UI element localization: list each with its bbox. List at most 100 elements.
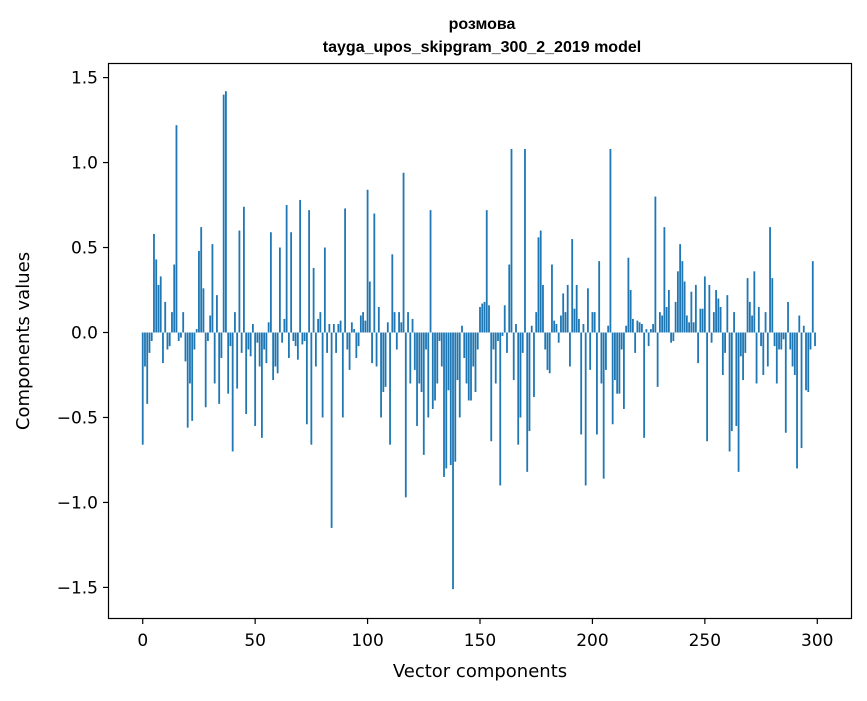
bar [364,320,367,333]
bar [229,332,232,347]
bar [551,264,553,333]
bar [467,332,470,401]
bar [724,332,726,353]
bar [672,332,675,341]
bar [395,332,398,350]
bar [708,284,711,333]
bar [402,172,405,333]
bars-group [141,91,816,590]
bar [407,312,409,333]
bar [458,332,461,418]
bar [587,288,589,333]
bar [598,261,601,333]
bar [683,281,686,333]
bar [494,332,497,384]
bar [292,332,295,341]
bar [501,332,504,336]
bar [195,329,198,333]
bar [503,305,506,333]
bar [728,332,731,452]
bar [569,332,571,367]
bar [431,332,434,409]
bar [326,332,328,353]
y-axis-label: Components values [13,252,34,430]
bar [310,332,313,445]
bar [146,332,149,404]
bar [602,332,605,479]
bar [384,332,387,387]
bar [528,332,531,432]
bar [180,332,182,338]
chart-title: розмова [449,16,516,33]
bar [353,329,355,333]
bar [697,332,699,364]
bar [805,332,807,391]
bar [787,301,789,333]
bar [204,332,207,408]
bar [231,332,234,452]
bar [290,232,293,333]
bar [380,332,382,418]
bar [676,271,679,333]
bar [793,332,796,375]
bar [670,332,673,343]
bar [198,250,200,333]
bar [694,284,697,333]
bar [386,322,389,333]
bar [674,301,677,333]
bar [571,239,574,333]
bar [413,332,416,370]
bar [449,332,452,466]
bar [175,125,178,333]
y-axis-ticks: −1.5 −1.0 −0.5 0.0 0.5 1.0 1.5 [57,69,109,598]
bar [530,325,533,333]
bar [751,315,753,333]
bar [427,332,430,418]
bar [611,332,614,425]
bar [663,227,666,333]
bar [796,332,798,469]
bar [593,312,596,333]
bar [600,332,603,384]
bar [335,332,337,353]
bar [346,332,349,350]
bar [807,332,810,392]
bar [218,332,221,404]
bar [434,332,436,401]
bar [553,320,556,333]
bar [173,264,176,333]
bar [809,332,812,350]
bar [465,332,468,384]
bar [789,332,792,350]
x-tick-label: 200 [576,631,608,651]
bar [328,324,331,333]
x-tick-label: 100 [351,631,383,651]
bar [411,318,414,333]
bar [225,91,227,333]
bar [661,315,664,333]
bar [243,206,245,333]
bar [159,276,162,333]
bar [764,312,767,333]
bar [362,312,364,333]
bar [447,332,450,391]
bar [391,254,394,333]
bar [202,288,205,333]
bar [263,332,266,350]
bar [339,320,342,333]
bar [618,332,621,394]
bar [533,332,535,398]
bar [679,244,682,333]
bar [755,332,758,384]
bar [216,295,218,333]
bar [555,324,558,333]
bar [155,259,158,333]
bar [560,315,562,333]
bar [753,271,756,333]
bar [715,290,717,333]
bar [510,148,513,333]
bar [220,332,223,358]
bar [265,332,268,364]
bar [213,332,216,384]
bar [627,257,630,333]
